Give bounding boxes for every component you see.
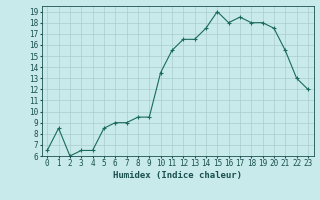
X-axis label: Humidex (Indice chaleur): Humidex (Indice chaleur): [113, 171, 242, 180]
